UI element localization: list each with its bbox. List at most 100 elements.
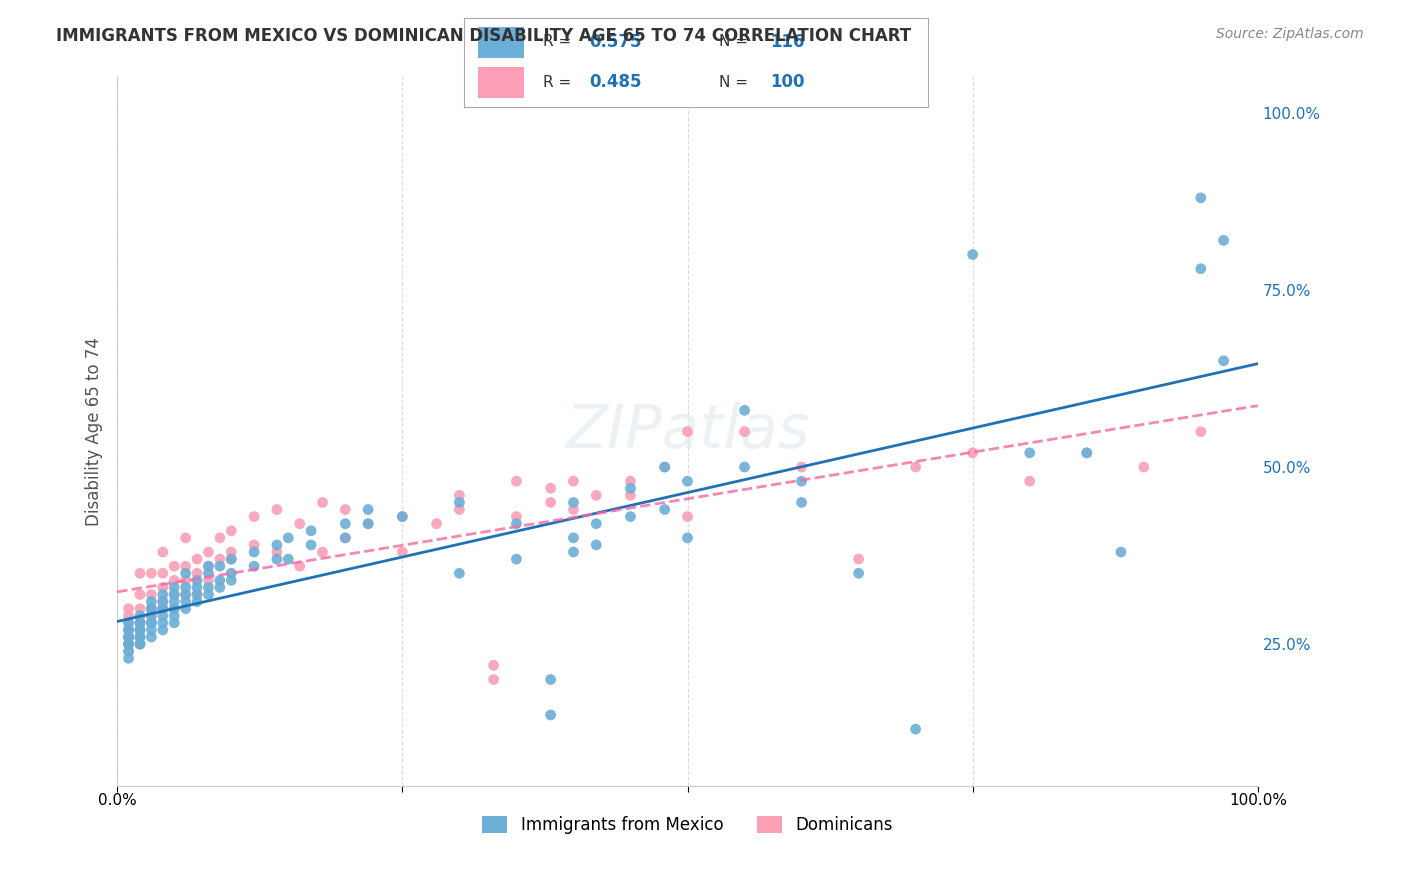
- Point: [619, 488, 641, 502]
- Point: [585, 516, 607, 531]
- Point: [676, 509, 699, 524]
- Point: [505, 509, 527, 524]
- Point: [152, 545, 174, 559]
- Text: IMMIGRANTS FROM MEXICO VS DOMINICAN DISABILITY AGE 65 TO 74 CORRELATION CHART: IMMIGRANTS FROM MEXICO VS DOMINICAN DISA…: [56, 27, 911, 45]
- Point: [152, 601, 174, 615]
- Point: [174, 594, 197, 608]
- Point: [208, 531, 231, 545]
- Text: 100.0%: 100.0%: [1229, 793, 1286, 808]
- Point: [129, 630, 152, 644]
- Point: [288, 559, 311, 574]
- Text: ZIPatlas: ZIPatlas: [565, 402, 810, 461]
- Point: [219, 545, 242, 559]
- Point: [129, 615, 152, 630]
- Point: [311, 495, 333, 509]
- Point: [129, 615, 152, 630]
- Point: [540, 708, 562, 723]
- Text: 0.0%: 0.0%: [98, 793, 136, 808]
- Point: [219, 552, 242, 566]
- Point: [174, 588, 197, 602]
- Point: [197, 566, 219, 581]
- Point: [163, 581, 186, 595]
- Point: [129, 615, 152, 630]
- Point: [117, 623, 139, 637]
- Point: [619, 509, 641, 524]
- Point: [117, 644, 139, 658]
- Point: [152, 623, 174, 637]
- Point: [197, 559, 219, 574]
- Point: [129, 588, 152, 602]
- Point: [219, 566, 242, 581]
- Point: [152, 608, 174, 623]
- Point: [243, 545, 266, 559]
- Point: [848, 552, 870, 566]
- Point: [585, 488, 607, 502]
- Point: [1109, 545, 1132, 559]
- Point: [141, 601, 163, 615]
- Point: [357, 502, 380, 516]
- Point: [219, 552, 242, 566]
- Point: [117, 615, 139, 630]
- Point: [277, 531, 299, 545]
- Point: [790, 495, 813, 509]
- Point: [174, 566, 197, 581]
- Point: [449, 566, 471, 581]
- Point: [311, 545, 333, 559]
- Point: [197, 545, 219, 559]
- Point: [335, 516, 357, 531]
- Point: [962, 446, 984, 460]
- Point: [449, 488, 471, 502]
- Point: [174, 559, 197, 574]
- Point: [163, 608, 186, 623]
- Point: [152, 581, 174, 595]
- Point: [790, 474, 813, 488]
- Point: [962, 247, 984, 261]
- Point: [141, 630, 163, 644]
- Point: [163, 594, 186, 608]
- Point: [117, 637, 139, 651]
- Point: [335, 531, 357, 545]
- Point: [129, 601, 152, 615]
- Point: [163, 601, 186, 615]
- Point: [174, 531, 197, 545]
- Point: [266, 545, 288, 559]
- Point: [277, 552, 299, 566]
- Point: [129, 623, 152, 637]
- Point: [208, 581, 231, 595]
- Point: [152, 615, 174, 630]
- Point: [288, 516, 311, 531]
- Point: [129, 623, 152, 637]
- Point: [848, 566, 870, 581]
- Point: [197, 574, 219, 588]
- Point: [335, 531, 357, 545]
- Text: 116: 116: [770, 33, 804, 51]
- Point: [117, 651, 139, 665]
- Point: [619, 474, 641, 488]
- Point: [357, 516, 380, 531]
- Point: [197, 559, 219, 574]
- Point: [540, 481, 562, 495]
- Point: [654, 502, 676, 516]
- Point: [562, 495, 585, 509]
- Point: [540, 673, 562, 687]
- Point: [141, 615, 163, 630]
- Point: [141, 566, 163, 581]
- Bar: [478, 27, 524, 58]
- Text: R =: R =: [543, 35, 576, 49]
- Point: [562, 502, 585, 516]
- Point: [266, 552, 288, 566]
- Point: [585, 538, 607, 552]
- Point: [163, 588, 186, 602]
- Point: [676, 531, 699, 545]
- Point: [152, 588, 174, 602]
- Point: [243, 559, 266, 574]
- Point: [129, 608, 152, 623]
- Legend: Immigrants from Mexico, Dominicans: Immigrants from Mexico, Dominicans: [482, 816, 893, 834]
- Point: [335, 502, 357, 516]
- Point: [197, 581, 219, 595]
- Text: R =: R =: [543, 75, 576, 89]
- Point: [1212, 233, 1234, 247]
- Bar: [478, 67, 524, 98]
- Point: [117, 623, 139, 637]
- Point: [482, 673, 505, 687]
